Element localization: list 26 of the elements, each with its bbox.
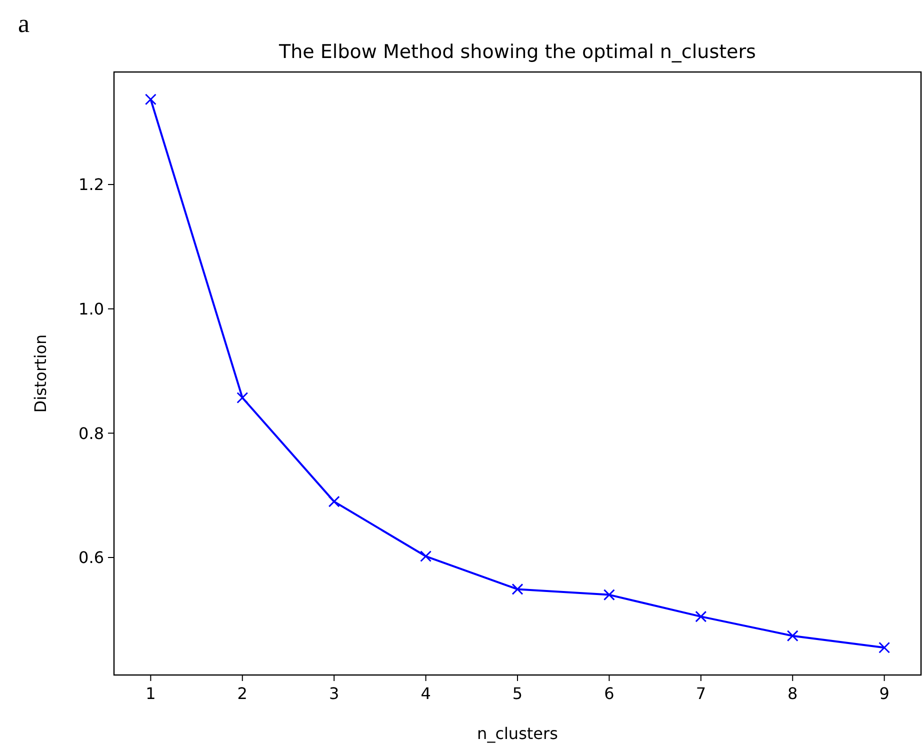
point	[878, 642, 890, 654]
x-tick-label: 7	[696, 684, 706, 703]
x-tick-label: 3	[328, 684, 340, 703]
x-axis-title: n_clusters	[477, 724, 558, 743]
point	[144, 94, 156, 106]
x-tick-label: 1	[146, 684, 156, 703]
x-tick-label: 2	[237, 684, 248, 703]
point	[603, 589, 615, 601]
x-tick-label: 4	[420, 684, 431, 703]
x-tick-label: 9	[879, 684, 890, 703]
point	[236, 392, 248, 404]
point	[786, 630, 798, 642]
point	[328, 496, 340, 508]
y-tick-label: 0.6	[78, 548, 104, 568]
x-tick-label: 8	[788, 684, 798, 703]
x-tick-label: 6	[604, 684, 614, 703]
y-tick-label: 1.2	[78, 175, 104, 194]
x-tick-label: 5	[512, 684, 523, 703]
point	[512, 583, 524, 595]
y-tick-label: 1.0	[78, 299, 104, 318]
y-axis-title: Distortion	[31, 334, 50, 413]
point	[420, 550, 432, 562]
y-tick-label: 0.8	[78, 424, 104, 443]
text: a	[18, 9, 30, 38]
chart-title: The Elbow Method showing the optimal n_clusters	[278, 41, 756, 63]
point	[695, 610, 707, 622]
